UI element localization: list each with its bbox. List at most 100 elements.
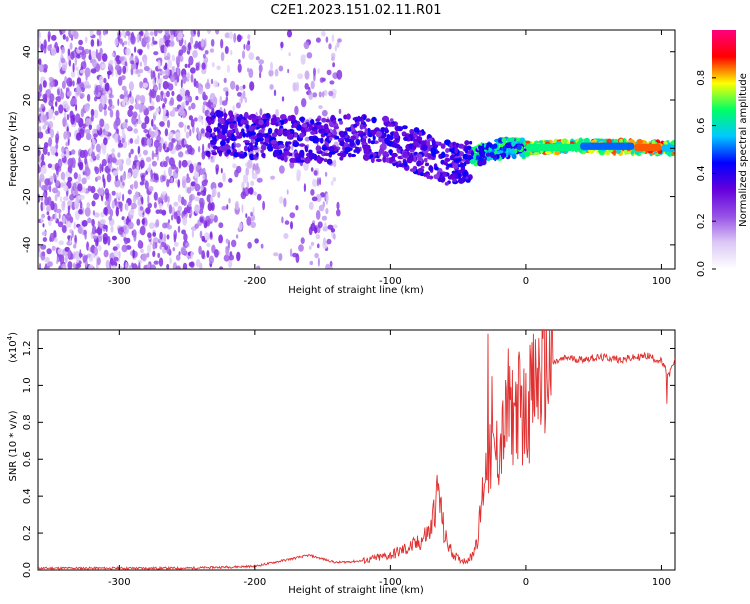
- spectrogram-cell: [310, 130, 316, 135]
- spectrogram-cell: [111, 148, 115, 154]
- spectrogram-cell: [242, 174, 249, 184]
- spectrogram-cell: [59, 196, 63, 203]
- spectrogram-cell: [169, 40, 175, 48]
- spectrogram-cell: [190, 209, 193, 217]
- spectrogram-cell: [167, 59, 172, 69]
- spectrogram-cell: [289, 114, 296, 122]
- spectrogram-cell: [55, 152, 59, 157]
- spectrogram-cell: [314, 252, 319, 259]
- spectrogram-cell: [224, 46, 229, 54]
- spectrogram-cell: [204, 50, 209, 55]
- spectrogram-cell: [98, 244, 102, 252]
- spectrogram-cell: [426, 139, 431, 147]
- spectrogram-cell: [38, 131, 44, 139]
- spectrogram-cell: [321, 31, 326, 37]
- spectrogram-cell: [199, 230, 203, 239]
- colorbar-tick-label: 0.0: [696, 261, 707, 277]
- spectrogram-cell: [42, 64, 48, 70]
- spectrogram-cell: [262, 155, 266, 159]
- spectrogram-cell: [266, 145, 273, 151]
- spectrogram-cell: [197, 30, 200, 38]
- spectrogram-cell: [38, 91, 41, 100]
- spectrogram-cell: [50, 200, 55, 211]
- spectrogram-cell: [73, 221, 76, 230]
- spectrogram-cell: [280, 120, 284, 126]
- spectrogram-cell: [159, 93, 162, 101]
- spectrogram-cell: [210, 139, 217, 145]
- spectrogram-cell: [238, 59, 241, 64]
- spectrogram-cell: [82, 255, 88, 263]
- spectrogram-cell: [96, 237, 99, 246]
- spectrogram-cell: [182, 198, 185, 204]
- spectrogram-cell: [103, 77, 107, 84]
- spectrogram-cell: [62, 215, 66, 225]
- spectrogram-cell: [361, 119, 365, 124]
- spectrogram-cell: [169, 30, 174, 36]
- spectrogram-cell: [72, 262, 76, 269]
- spectrogram-cell: [269, 84, 274, 90]
- spectrogram-cell: [445, 148, 450, 153]
- spectrogram-cell: [142, 82, 149, 88]
- spectrogram-cell: [321, 77, 326, 82]
- spectrogram-cell: [235, 135, 243, 139]
- spectrogram-cell: [186, 125, 190, 130]
- spectrogram-cell: [172, 247, 176, 252]
- spectrogram-cell: [228, 254, 235, 261]
- spectrogram-cell: [298, 152, 302, 159]
- spectrogram-cell: [205, 101, 212, 108]
- spectrogram-cell: [423, 172, 427, 177]
- spectrogram-cell: [46, 248, 52, 255]
- spectrogram-cell: [371, 117, 377, 123]
- spectrogram-cell: [247, 241, 252, 249]
- spectrogram-cell: [52, 187, 58, 194]
- spectrogram-cell: [317, 68, 320, 74]
- spectrogram-band: [661, 144, 675, 152]
- spectrogram-cell: [285, 141, 289, 148]
- spectrogram-cell: [318, 204, 325, 212]
- spectrogram-cell: [139, 81, 143, 89]
- spectrogram-cell: [223, 77, 227, 83]
- spectrogram-cell: [88, 264, 94, 269]
- spectrogram-cell: [336, 41, 340, 48]
- spectrogram-cell: [226, 137, 230, 144]
- spectrogram-cell: [66, 114, 70, 121]
- spectrogram-cell: [193, 78, 197, 88]
- spectrogram-cell: [155, 146, 159, 155]
- spectrogram-cell: [189, 128, 192, 137]
- spectrogram-cell: [150, 169, 153, 179]
- spectrogram-cell: [449, 173, 456, 179]
- spectrogram-cell: [54, 162, 59, 172]
- spectrogram-cell: [99, 218, 106, 225]
- spectrogram-cell: [121, 244, 128, 253]
- spectrogram-cell: [332, 159, 337, 168]
- spectrogram-cell: [199, 201, 205, 211]
- spectrogram-cell: [321, 109, 328, 117]
- spectrogram-cell: [386, 133, 391, 140]
- spectrogram-cell: [206, 117, 211, 124]
- spectrogram-cell: [249, 131, 256, 137]
- spectrogram-cell: [250, 211, 253, 217]
- spectrogram-cell: [68, 249, 71, 259]
- spectrogram-cell: [101, 158, 107, 167]
- spectrogram-cell: [212, 145, 218, 150]
- spectrogram-cell: [125, 47, 131, 56]
- spectrogram-cell: [67, 261, 73, 269]
- spectrogram-cell: [131, 115, 137, 125]
- spectrogram-cell: [452, 178, 457, 182]
- spectrogram-cell: [216, 65, 221, 71]
- spectrogram-cell: [78, 46, 83, 51]
- spectrogram-cell: [336, 209, 341, 217]
- spectrogram-cell: [67, 235, 71, 240]
- spectrogram-cell: [141, 253, 147, 262]
- spectrogram-cell: [250, 180, 255, 187]
- spectrogram-cell: [107, 157, 110, 164]
- spectrogram-cell: [144, 115, 150, 125]
- spectrogram-cell: [490, 154, 498, 159]
- spectrogram-cell: [122, 121, 128, 129]
- spectrogram-cell: [378, 137, 384, 142]
- spectrogram-cell: [44, 184, 50, 191]
- spectrogram-cell: [40, 195, 44, 202]
- spectrogram-cell: [281, 96, 285, 102]
- spectrogram-cell: [463, 171, 467, 177]
